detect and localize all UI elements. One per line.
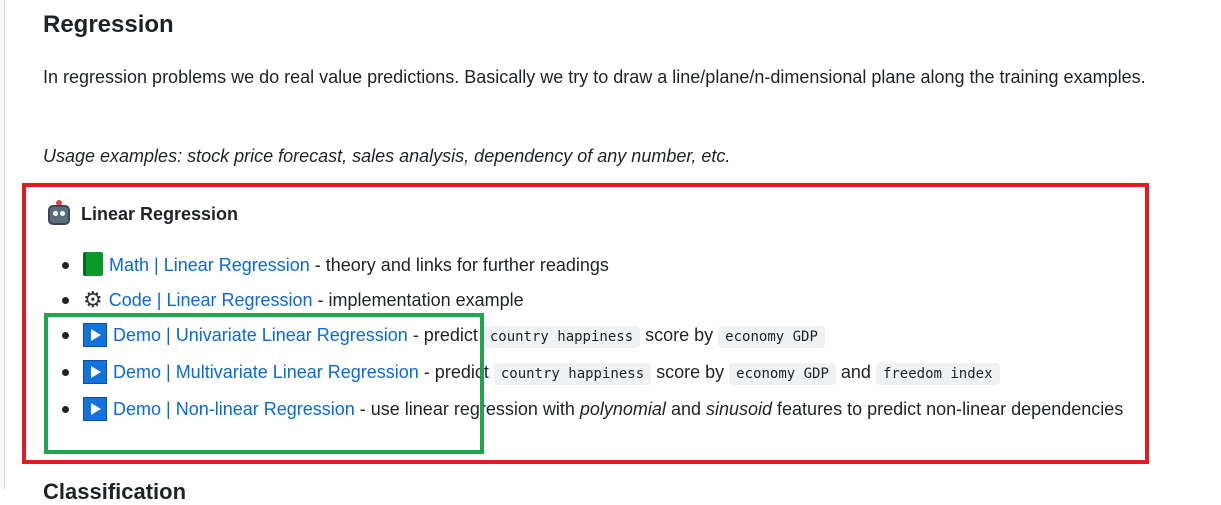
item-text: - use linear regression with <box>354 399 580 419</box>
list-item: ⚙ Code | Linear Regression - implementati… <box>43 285 1143 315</box>
list-item: Demo | Univariate Linear Regression - pr… <box>43 320 1143 352</box>
item-description: - theory and links for further readings <box>309 255 609 275</box>
inline-code: freedom index <box>875 363 1000 385</box>
next-section-heading-cut: Classification <box>43 479 187 504</box>
list-item: Math | Linear Regression - theory and li… <box>43 250 1143 280</box>
demo-multivariate-link[interactable]: Demo | Multivariate Linear Regression <box>113 362 419 382</box>
item-text: score by <box>640 325 719 345</box>
robot-icon <box>45 200 73 228</box>
emphasis-text: sinusoid <box>705 399 773 419</box>
section-heading: Regression <box>43 11 174 38</box>
math-linear-regression-link[interactable]: Math | Linear Regression <box>109 255 310 275</box>
inline-code: economy GDP <box>729 363 836 385</box>
item-text: score by <box>651 362 730 382</box>
usage-examples: Usage examples: stock price forecast, sa… <box>43 146 731 166</box>
code-linear-regression-link[interactable]: Code | Linear Regression <box>108 290 313 310</box>
item-text: and <box>835 362 876 382</box>
book-icon <box>83 252 103 277</box>
item-text: - predict <box>418 362 494 382</box>
emphasis-text: polynomial <box>579 399 666 419</box>
item-text: and <box>665 399 706 419</box>
algorithm-title-text: Linear Regression <box>81 203 239 224</box>
gear-icon: ⚙ <box>83 286 103 312</box>
page-left-border <box>0 0 5 489</box>
play-icon <box>83 396 107 421</box>
intro-paragraph: In regression problems we do real value … <box>43 67 1146 87</box>
item-text: features to predict non-linear dependenc… <box>772 399 1124 419</box>
item-text: - predict <box>407 325 483 345</box>
algorithm-title: Linear Regression <box>45 200 238 228</box>
demo-univariate-link[interactable]: Demo | Univariate Linear Regression <box>113 325 408 345</box>
demo-nonlinear-link[interactable]: Demo | Non-linear Regression <box>113 399 355 419</box>
list-item: Demo | Non-linear Regression - use linea… <box>43 394 1143 424</box>
play-icon <box>83 322 107 347</box>
play-icon <box>83 359 107 384</box>
resource-list: Math | Linear Regression - theory and li… <box>43 250 1143 429</box>
inline-code: economy GDP <box>718 326 825 348</box>
inline-code: country happiness <box>493 363 652 385</box>
item-description: - implementation example <box>312 290 524 310</box>
inline-code: country happiness <box>482 326 641 348</box>
list-item: Demo | Multivariate Linear Regression - … <box>43 357 1143 389</box>
